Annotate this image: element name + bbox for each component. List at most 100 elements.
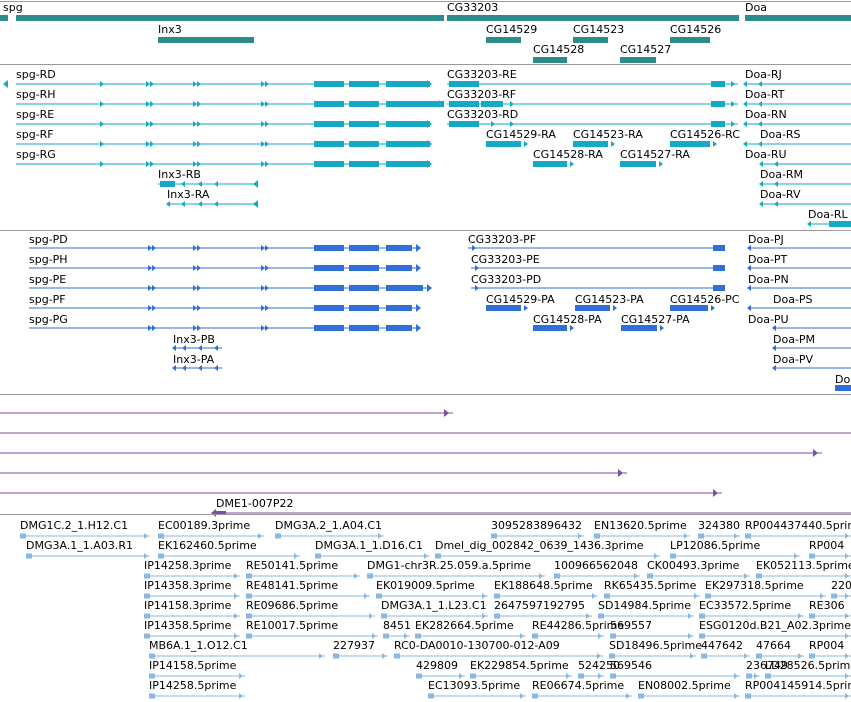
exon-chevron[interactable] [261, 161, 265, 167]
exon-chevron[interactable] [261, 141, 265, 147]
strand-arrow[interactable] [427, 120, 432, 128]
exon-block[interactable] [711, 121, 725, 127]
exon-chevron[interactable] [265, 101, 269, 107]
est-arrow[interactable] [845, 573, 849, 579]
exon-chevron[interactable] [214, 181, 218, 187]
exon-chevron[interactable] [743, 141, 747, 147]
est-arrow[interactable] [364, 593, 368, 599]
exon-chevron[interactable] [100, 81, 104, 87]
exon-chevron[interactable] [261, 305, 265, 311]
protein-label[interactable]: CG33203-PF [468, 233, 537, 246]
est-label[interactable]: EC00189.3prime [158, 519, 251, 532]
gene-label[interactable]: CG14529 [486, 23, 538, 36]
gene-label[interactable]: spg [3, 1, 23, 14]
est-arrow[interactable] [354, 573, 358, 579]
est-arrow[interactable] [754, 673, 758, 679]
est-arrow[interactable] [794, 553, 798, 559]
exon-chevron[interactable] [475, 265, 479, 271]
protein-label[interactable]: spg-PE [29, 273, 67, 286]
gene-bar[interactable] [670, 37, 710, 43]
exon-block[interactable] [386, 245, 412, 251]
exon-chevron[interactable] [146, 121, 150, 127]
exon-chevron[interactable] [524, 141, 528, 147]
est-arrow[interactable] [597, 653, 601, 659]
est-label[interactable]: 2647597192795 [494, 599, 585, 612]
transcript-label[interactable]: Doa-RM [760, 168, 804, 181]
gene-bar[interactable] [16, 15, 444, 21]
est-arrow[interactable] [144, 553, 148, 559]
est-label[interactable]: RK65435.5prime [604, 579, 697, 592]
est-arrow[interactable] [369, 613, 373, 619]
est-arrow[interactable] [592, 593, 596, 599]
exon-block[interactable] [713, 245, 725, 251]
est-block[interactable] [705, 593, 711, 599]
est-arrow[interactable] [694, 593, 698, 599]
est-block[interactable] [435, 553, 441, 559]
gene-label[interactable]: Inx3 [158, 23, 182, 36]
est-arrow[interactable] [258, 533, 262, 539]
exon-block[interactable] [314, 101, 344, 107]
est-block[interactable] [578, 673, 584, 679]
gene-bar[interactable] [486, 37, 521, 43]
est-label[interactable]: SD18496.5prime [609, 639, 702, 652]
exon-chevron[interactable] [150, 121, 154, 127]
exon-chevron[interactable] [193, 285, 197, 291]
exon-chevron[interactable] [100, 121, 104, 127]
exon-chevron[interactable] [181, 181, 185, 187]
est-arrow[interactable] [234, 593, 238, 599]
est-block[interactable] [144, 613, 150, 619]
exon-chevron[interactable] [197, 101, 201, 107]
est-label[interactable]: 569557 [610, 619, 652, 632]
est-arrow[interactable] [744, 653, 748, 659]
exon-block[interactable] [670, 305, 708, 311]
exon-block[interactable] [486, 141, 521, 147]
alignment-arrow[interactable] [444, 409, 449, 417]
est-arrow[interactable] [234, 613, 238, 619]
transcript-label[interactable]: Doa-RN [745, 108, 787, 121]
est-block[interactable] [494, 593, 500, 599]
transcript-label[interactable]: CG14527-RA [620, 148, 690, 161]
est-arrow[interactable] [424, 553, 428, 559]
exon-chevron[interactable] [146, 161, 150, 167]
exon-chevron[interactable] [265, 141, 269, 147]
protein-label[interactable]: CG14526-PC [670, 293, 740, 306]
protein-label[interactable]: CG14529-PA [486, 293, 555, 306]
est-arrow[interactable] [688, 633, 692, 639]
est-label[interactable]: RE306 [809, 599, 845, 612]
est-label[interactable]: EK052113.5prime [756, 559, 851, 572]
exon-block[interactable] [533, 325, 567, 331]
est-block[interactable] [149, 653, 155, 659]
est-label[interactable]: IP14358.5prime [144, 619, 232, 632]
exon-block[interactable] [620, 161, 656, 167]
est-label[interactable]: EN13620.5prime [594, 519, 687, 532]
exon-block[interactable] [386, 305, 412, 311]
exon-chevron[interactable] [193, 121, 197, 127]
est-label[interactable]: EC13093.5prime [428, 679, 521, 692]
gene-label[interactable]: CG14523 [573, 23, 625, 36]
exon-block[interactable] [349, 305, 379, 311]
est-label[interactable]: IP14158.5prime [149, 659, 237, 672]
gene-bar[interactable] [573, 37, 608, 43]
exon-block[interactable] [713, 285, 725, 291]
est-label[interactable]: IP14358.3prime [144, 579, 232, 592]
est-arrow[interactable] [845, 693, 849, 699]
est-arrow[interactable] [239, 673, 243, 679]
exon-chevron[interactable] [148, 285, 152, 291]
est-label[interactable]: IP14258.5prime [149, 679, 237, 692]
est-arrow[interactable] [404, 633, 408, 639]
exon-chevron[interactable] [152, 285, 156, 291]
exon-chevron[interactable] [182, 345, 186, 351]
exon-chevron[interactable] [570, 161, 574, 167]
transcript-label[interactable]: Doa-RV [760, 188, 801, 201]
exon-chevron[interactable] [214, 345, 218, 351]
exon-chevron[interactable] [172, 365, 176, 371]
exon-chevron[interactable] [261, 265, 265, 271]
est-arrow[interactable] [626, 693, 630, 699]
est-block[interactable] [26, 553, 32, 559]
est-label[interactable]: SD14984.5prime [598, 599, 691, 612]
exon-chevron[interactable] [193, 161, 197, 167]
est-block[interactable] [144, 593, 150, 599]
exon-chevron[interactable] [660, 325, 664, 331]
est-arrow[interactable] [820, 593, 824, 599]
exon-chevron[interactable] [747, 245, 751, 251]
